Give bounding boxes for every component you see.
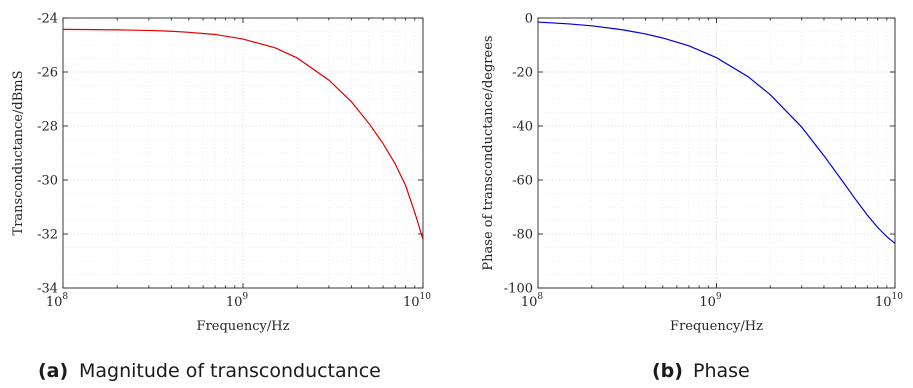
x-axis-label: Frequency/Hz: [197, 319, 290, 334]
y-tick-label: -30: [37, 174, 58, 189]
x-tick-label: 1010: [403, 292, 431, 310]
x-tick-label: 109: [226, 292, 249, 310]
plot-frame: [62, 17, 424, 289]
caption-a-text: Magnitude of transconductance: [79, 360, 381, 382]
y-tick-label: -34: [37, 282, 58, 297]
x-tick-label: 108: [521, 292, 544, 310]
y-tick-label: -24: [37, 12, 58, 27]
caption-b-text: Phase: [693, 360, 750, 382]
x-tick-label: 108: [46, 292, 69, 310]
series-line: [62, 28, 424, 240]
y-tick-label: -60: [512, 174, 533, 189]
y-tick-label: -28: [37, 120, 58, 135]
series-line: [537, 21, 896, 244]
y-tick-label: -40: [512, 120, 533, 135]
chart-transconductance-phase: 108 109 1010 0 -20 -40 -60 -80 -100 Frequency/Hz P…: [481, 12, 903, 335]
y-axis-label: Transconductance/dBmS: [11, 71, 26, 236]
caption-b: (b) Phase: [652, 360, 750, 382]
y-tick-label: -100: [504, 282, 533, 297]
y-axis-label: Phase of transconductance/degrees: [481, 35, 496, 270]
y-tick-label: -32: [37, 228, 58, 243]
x-tick-label: 109: [699, 292, 722, 310]
caption-a: (a) Magnitude of transconductance: [38, 360, 381, 382]
y-tick-label: 0: [525, 12, 533, 27]
caption-b-label: (b): [652, 360, 683, 382]
x-tick-label: 1010: [875, 292, 903, 310]
y-tick-label: -26: [37, 66, 58, 81]
caption-a-label: (a): [38, 360, 68, 382]
y-tick-label: -20: [512, 66, 533, 81]
x-axis-label: Frequency/Hz: [670, 319, 763, 334]
y-tick-label: -80: [512, 228, 533, 243]
chart-transconductance-magnitude: 108 109 1010 -24 -26 -28 -30 -32 -34 Frequency/Hz…: [11, 12, 431, 335]
